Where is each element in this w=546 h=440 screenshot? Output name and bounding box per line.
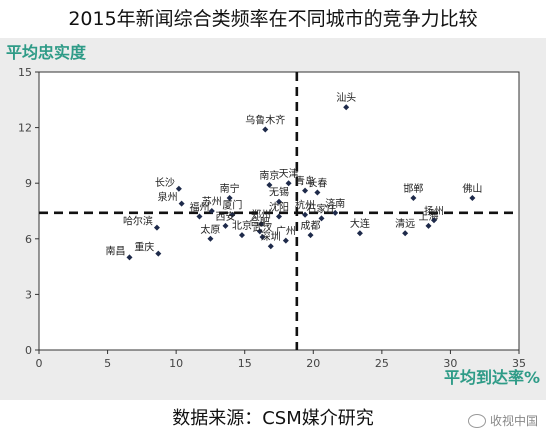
data-point [259, 233, 266, 240]
data-point [276, 213, 282, 220]
point-label: 南京 [259, 169, 279, 182]
point-label: 福州 [189, 201, 209, 214]
x-tick-label: 20 [306, 357, 320, 370]
x-tick-label: 5 [104, 357, 111, 370]
point-label: 西安 [216, 210, 236, 223]
x-tick-label: 0 [36, 357, 43, 370]
point-label: 大连 [350, 217, 370, 230]
data-point [285, 180, 292, 187]
data-point [302, 211, 309, 218]
y-axis-title: 平均忠实度 [6, 43, 87, 62]
data-point [178, 200, 185, 207]
data-point [307, 232, 314, 239]
point-label: 厦门 [222, 199, 242, 212]
point-label: 北京 [232, 219, 252, 232]
data-point [267, 243, 274, 250]
data-point [262, 126, 269, 133]
point-label: 无锡 [269, 186, 289, 199]
point-label: 南昌 [106, 244, 126, 257]
data-point [175, 185, 182, 192]
data-point [430, 217, 437, 224]
y-tick-label: 3 [25, 288, 32, 301]
data-point [314, 189, 321, 196]
x-axis-title: 平均到达率% [444, 368, 540, 387]
point-label: 南宁 [220, 182, 240, 195]
source-note: 数据来源：CSM媒介研究 [172, 408, 374, 429]
point-label: 长春 [307, 177, 327, 189]
point-label: 重庆 [134, 241, 154, 254]
data-point [196, 213, 203, 220]
y-tick-label: 9 [25, 177, 32, 190]
point-label: 汕头 [336, 92, 356, 104]
data-point [332, 209, 339, 216]
data-point [425, 222, 432, 229]
point-label: 郑州 [251, 208, 271, 221]
y-tick-label: 12 [18, 122, 32, 135]
point-label: 长沙 [155, 177, 175, 189]
chart-title: 2015年新闻综合类频率在不同城市的竞争力比较 [68, 8, 478, 30]
x-tick-label: 15 [238, 357, 252, 370]
point-label: 扬州 [424, 204, 444, 217]
data-point [207, 235, 214, 242]
x-tick-label: 10 [169, 357, 183, 370]
data-point [229, 211, 236, 218]
data-point [402, 230, 409, 237]
point-label: 清远 [395, 217, 415, 230]
data-point [153, 224, 160, 231]
data-point [258, 220, 265, 227]
x-tick-label: 30 [443, 357, 457, 370]
point-label: 青岛 [295, 175, 315, 188]
point-label: 武汉 [253, 221, 273, 234]
point-label: 杭州 [295, 199, 315, 212]
data-point [469, 195, 476, 202]
point-label: 太原 [200, 223, 220, 236]
point-label: 合肥 [250, 215, 270, 228]
data-point [276, 198, 282, 205]
point-label: 沈阳 [269, 201, 289, 214]
point-label: 广州 [276, 226, 296, 238]
data-point [410, 195, 417, 202]
point-label: 成都 [301, 220, 321, 232]
data-point [155, 250, 162, 257]
point-label: 乌鲁木齐 [245, 113, 285, 126]
point-label: 石家庄 [307, 202, 337, 215]
plot-area [38, 71, 520, 351]
data-point [318, 215, 325, 222]
data-point [256, 228, 263, 235]
data-point [208, 208, 215, 214]
data-point [343, 104, 350, 111]
point-label: 天津 [279, 168, 299, 180]
point-label: 泉州 [158, 191, 178, 204]
data-point [126, 254, 133, 261]
wechat-icon [467, 413, 486, 428]
x-tick-label: 25 [375, 357, 389, 370]
data-point [302, 187, 309, 194]
point-label: 苏州 [202, 195, 222, 208]
watermark: 收视中国 [467, 412, 538, 429]
x-tick-label: 35 [512, 357, 526, 370]
data-point [226, 195, 233, 202]
data-point [356, 230, 363, 237]
y-tick-label: 6 [25, 233, 32, 246]
data-point [282, 237, 289, 244]
data-point [238, 232, 245, 239]
point-label: 佛山 [462, 182, 482, 195]
y-tick-label: 0 [25, 344, 32, 357]
y-tick-label: 15 [18, 66, 32, 79]
point-label: 邯郸 [403, 182, 423, 195]
point-label: 哈尔滨 [123, 215, 153, 228]
point-label: 济南 [325, 197, 345, 210]
data-point [266, 182, 273, 189]
point-label: 深圳 [261, 231, 281, 243]
watermark-text: 收视中国 [489, 414, 538, 428]
data-point [222, 222, 229, 229]
